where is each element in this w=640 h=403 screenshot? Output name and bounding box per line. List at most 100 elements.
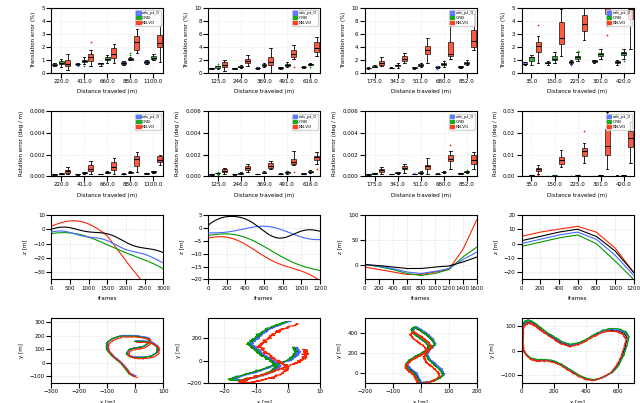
PathPatch shape (448, 155, 453, 161)
PathPatch shape (425, 46, 430, 54)
Legend: orb_pt_0, ORB, NN-VO: orb_pt_0, ORB, NN-VO (449, 10, 475, 27)
Legend: orb_pt_0, ORB, NN-VO: orb_pt_0, ORB, NN-VO (292, 114, 318, 130)
PathPatch shape (291, 158, 296, 164)
PathPatch shape (301, 173, 306, 174)
PathPatch shape (591, 60, 596, 62)
PathPatch shape (134, 156, 140, 166)
PathPatch shape (621, 52, 626, 55)
PathPatch shape (88, 54, 93, 61)
Y-axis label: y [m]: y [m] (490, 343, 495, 358)
X-axis label: Distance traveled (m): Distance traveled (m) (234, 193, 294, 198)
PathPatch shape (559, 157, 564, 164)
X-axis label: x [m]: x [m] (257, 400, 271, 403)
PathPatch shape (59, 173, 63, 174)
PathPatch shape (598, 53, 603, 56)
Y-axis label: z [m]: z [m] (23, 240, 28, 254)
Y-axis label: Rotation error (deg / m): Rotation error (deg / m) (19, 111, 24, 177)
PathPatch shape (268, 57, 273, 65)
PathPatch shape (529, 57, 534, 61)
PathPatch shape (291, 50, 296, 56)
Y-axis label: Rotation error (deg / m): Rotation error (deg / m) (332, 111, 337, 177)
PathPatch shape (151, 56, 156, 59)
PathPatch shape (82, 60, 86, 62)
Legend: orb_pt_0, ORB, NN-VO: orb_pt_0, ORB, NN-VO (449, 114, 475, 130)
PathPatch shape (419, 64, 423, 66)
PathPatch shape (144, 62, 149, 63)
PathPatch shape (314, 42, 319, 52)
PathPatch shape (568, 61, 573, 62)
PathPatch shape (151, 171, 156, 172)
X-axis label: x [m]: x [m] (413, 400, 428, 403)
Y-axis label: Rotation error (deg / m): Rotation error (deg / m) (493, 111, 497, 177)
PathPatch shape (605, 129, 610, 156)
PathPatch shape (442, 63, 446, 65)
PathPatch shape (245, 166, 250, 170)
X-axis label: Distance traveled (m): Distance traveled (m) (547, 89, 608, 94)
PathPatch shape (522, 62, 527, 64)
PathPatch shape (545, 62, 550, 63)
PathPatch shape (628, 131, 633, 147)
PathPatch shape (209, 68, 214, 69)
PathPatch shape (111, 48, 116, 58)
PathPatch shape (157, 35, 163, 47)
PathPatch shape (278, 67, 283, 68)
PathPatch shape (262, 64, 266, 66)
PathPatch shape (52, 64, 57, 65)
PathPatch shape (372, 66, 377, 67)
PathPatch shape (465, 171, 469, 172)
Y-axis label: Translation error (%): Translation error (%) (31, 12, 36, 69)
PathPatch shape (425, 165, 430, 169)
PathPatch shape (465, 62, 469, 64)
PathPatch shape (245, 59, 250, 63)
PathPatch shape (59, 60, 63, 64)
PathPatch shape (285, 172, 289, 173)
Y-axis label: z [m]: z [m] (180, 240, 184, 254)
X-axis label: frames: frames (411, 296, 431, 301)
Legend: orb_pt_0, ORB, NN-VO: orb_pt_0, ORB, NN-VO (605, 10, 632, 27)
PathPatch shape (105, 57, 109, 60)
PathPatch shape (222, 62, 227, 67)
PathPatch shape (628, 0, 633, 19)
Y-axis label: y [m]: y [m] (19, 343, 24, 358)
PathPatch shape (88, 165, 93, 171)
Legend: orb_pt_0, ORB, NN-VO: orb_pt_0, ORB, NN-VO (292, 10, 318, 27)
X-axis label: Distance traveled (m): Distance traveled (m) (234, 89, 294, 94)
PathPatch shape (605, 2, 610, 14)
PathPatch shape (419, 172, 423, 173)
PathPatch shape (98, 63, 103, 64)
Legend: orb_pt_0, ORB, NN-VO: orb_pt_0, ORB, NN-VO (605, 114, 632, 130)
PathPatch shape (308, 171, 312, 172)
Y-axis label: Translation error (%): Translation error (%) (341, 12, 346, 69)
X-axis label: Distance traveled (m): Distance traveled (m) (77, 89, 138, 94)
X-axis label: x [m]: x [m] (570, 400, 585, 403)
PathPatch shape (239, 66, 243, 67)
PathPatch shape (402, 56, 407, 61)
PathPatch shape (379, 61, 384, 65)
PathPatch shape (314, 156, 319, 160)
PathPatch shape (65, 60, 70, 66)
PathPatch shape (128, 58, 132, 60)
PathPatch shape (582, 15, 587, 31)
PathPatch shape (239, 173, 243, 174)
X-axis label: Distance traveled (m): Distance traveled (m) (390, 193, 451, 198)
PathPatch shape (471, 31, 476, 47)
PathPatch shape (121, 62, 126, 64)
PathPatch shape (471, 156, 476, 164)
X-axis label: Distance traveled (m): Distance traveled (m) (547, 193, 608, 198)
PathPatch shape (614, 61, 620, 62)
Legend: orb_pt_0, ORB, NN-VO: orb_pt_0, ORB, NN-VO (135, 114, 161, 130)
Y-axis label: z [m]: z [m] (493, 240, 498, 254)
Y-axis label: Translation error (%): Translation error (%) (501, 12, 506, 69)
PathPatch shape (559, 23, 564, 44)
PathPatch shape (268, 162, 273, 168)
PathPatch shape (134, 36, 140, 50)
PathPatch shape (575, 56, 580, 58)
PathPatch shape (582, 148, 587, 156)
PathPatch shape (402, 166, 407, 169)
X-axis label: Distance traveled (m): Distance traveled (m) (390, 89, 451, 94)
PathPatch shape (111, 162, 116, 170)
PathPatch shape (232, 68, 237, 69)
PathPatch shape (222, 170, 227, 172)
Y-axis label: y [m]: y [m] (176, 343, 181, 358)
X-axis label: frames: frames (97, 296, 117, 301)
